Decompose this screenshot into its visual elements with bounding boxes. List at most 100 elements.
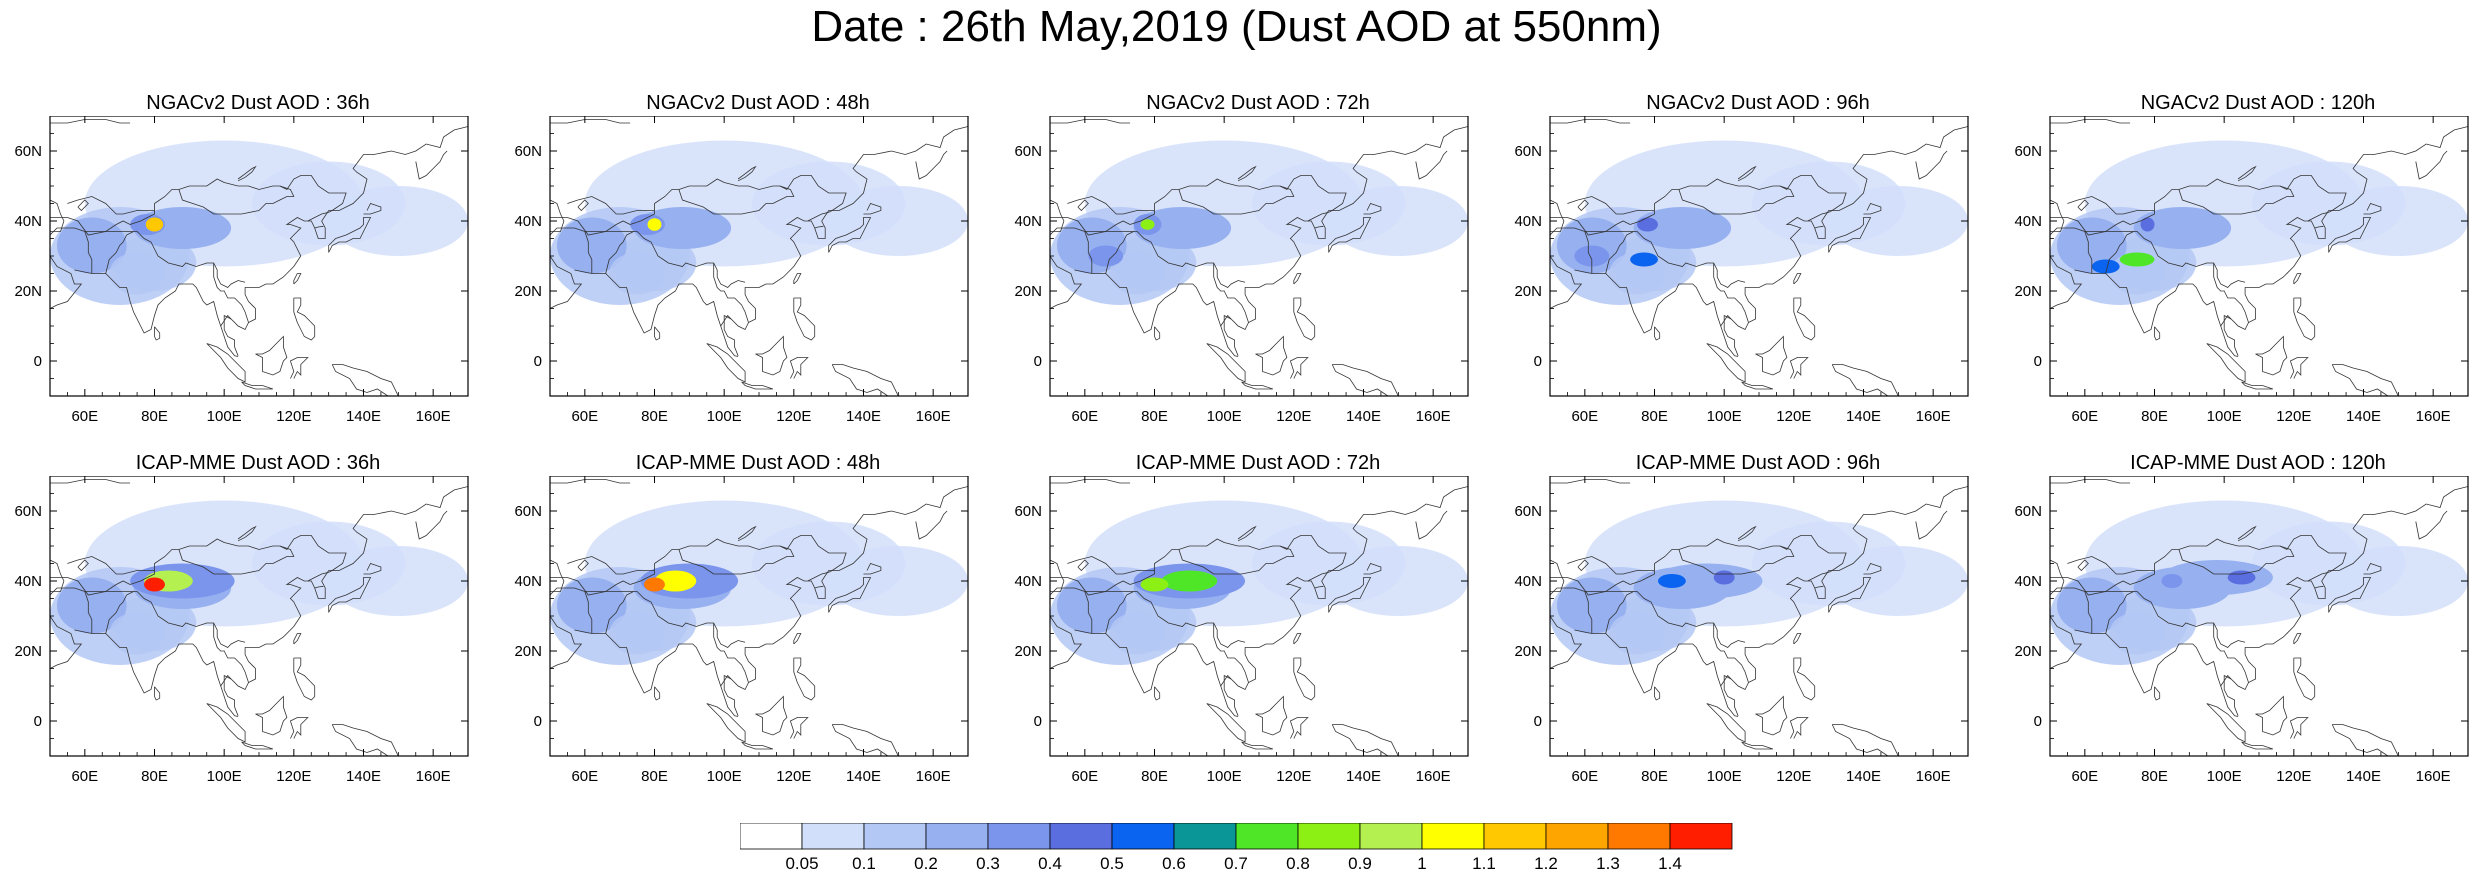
- coastline: [2363, 203, 2382, 215]
- map-plot: 60N 40N 20N 0 60E 80E 100E 120E 140E 160E: [514, 476, 969, 785]
- x-tick-label: 80E: [141, 408, 168, 425]
- coastline: [2328, 577, 2372, 613]
- dust-aod-field: [50, 476, 468, 756]
- coastline: [50, 615, 83, 669]
- x-tick-label: 140E: [346, 768, 381, 785]
- coastline: [1807, 211, 1829, 222]
- y-tick-label: 0: [1534, 713, 1542, 730]
- aod-contour: [828, 186, 968, 256]
- x-tick-label: 140E: [2346, 768, 2381, 785]
- dust-aod-field: [550, 476, 968, 756]
- coastline: [289, 717, 309, 739]
- coastline: [293, 297, 316, 341]
- x-tick-label: 160E: [2416, 408, 2451, 425]
- coastline: [1713, 623, 1749, 683]
- coastline: [828, 217, 872, 253]
- aod-contour: [1713, 570, 1735, 585]
- coastline: [206, 343, 246, 383]
- coastline: [2067, 556, 2155, 575]
- map-plot: 60N 40N 20N 0 60E 80E 100E 120E 140E 160E: [14, 116, 469, 425]
- coastline: [713, 263, 749, 323]
- coastline: [1050, 577, 1131, 596]
- coastline: [50, 227, 85, 236]
- coastline: [50, 217, 131, 236]
- aod-contour: [1328, 546, 1468, 616]
- coastline: [1067, 556, 1155, 575]
- dust-aod-field: [1050, 116, 1468, 396]
- y-tick-label: 20N: [14, 283, 42, 300]
- aod-contour: [2328, 546, 2468, 616]
- y-tick-label: 60N: [1514, 143, 1542, 160]
- coastline: [1574, 269, 1739, 357]
- coastline: [1915, 150, 1948, 180]
- coastline: [629, 535, 847, 585]
- coastline: [720, 674, 732, 687]
- coastline: [178, 545, 295, 575]
- x-tick-label: 100E: [1207, 768, 1242, 785]
- coastline: [154, 326, 161, 341]
- coastline: [1741, 741, 1774, 750]
- coastline: [289, 357, 309, 379]
- coastline: [1577, 199, 1589, 212]
- aod-contour: [1828, 186, 1968, 256]
- coastline: [584, 591, 746, 648]
- aod-contour: [2328, 186, 2468, 256]
- coastline: [255, 695, 288, 736]
- coastline: [1706, 343, 1746, 383]
- coastline: [1814, 225, 1824, 229]
- coastline: [706, 703, 746, 743]
- coastline: [2255, 695, 2288, 736]
- coastline: [2293, 273, 2302, 285]
- coastline: [363, 203, 382, 215]
- aod-contour: [1161, 570, 1218, 592]
- coastline: [1831, 364, 1899, 396]
- coastline: [2074, 269, 2239, 357]
- x-tick-label: 60E: [71, 768, 98, 785]
- coastline: [1084, 231, 1093, 274]
- colorbar-label: 1.2: [1534, 854, 1558, 873]
- coastline: [1793, 297, 1816, 341]
- coastline: [1723, 126, 1968, 356]
- coastline: [415, 150, 448, 180]
- coastline: [2415, 150, 2448, 180]
- coastline: [105, 231, 134, 274]
- coastline: [2105, 591, 2134, 634]
- coastline: [220, 674, 232, 687]
- aod-contour: [144, 577, 165, 592]
- y-tick-label: 40N: [1014, 573, 1042, 590]
- coastline: [915, 510, 948, 540]
- coastline: [789, 357, 809, 379]
- coastline: [50, 577, 131, 596]
- x-tick-label: 60E: [1571, 408, 1598, 425]
- y-tick-label: 60N: [14, 143, 42, 160]
- coastline: [831, 364, 899, 396]
- dust-aod-field: [2050, 116, 2468, 396]
- map-panel: ICAP-MME Dust AOD : 72h 60N 40N 20N 0 60E 80E 1…: [1000, 452, 1470, 812]
- coastline: [1328, 217, 1372, 253]
- coastline: [314, 225, 324, 229]
- coastline: [1720, 314, 1732, 327]
- coastline: [1289, 717, 1309, 739]
- y-tick-label: 0: [34, 353, 42, 370]
- coastline: [2255, 335, 2288, 376]
- x-tick-label: 160E: [916, 408, 951, 425]
- y-tick-label: 60N: [1014, 503, 1042, 520]
- aod-contour: [2161, 574, 2183, 588]
- x-tick-label: 160E: [916, 768, 951, 785]
- coastline: [577, 559, 589, 572]
- map-panel: NGACv2 Dust AOD : 120h 60N 40N 20N 0 60E 80E 10…: [2000, 92, 2470, 452]
- y-tick-label: 40N: [1514, 213, 1542, 230]
- coastline: [2084, 591, 2246, 648]
- coastline: [1741, 381, 1774, 390]
- coastline: [50, 255, 83, 309]
- coastline: [154, 686, 161, 701]
- coastline: [1584, 231, 1593, 274]
- aod-contour: [1651, 563, 1763, 599]
- panel-title: NGACv2 Dust AOD : 96h: [1646, 92, 1870, 114]
- coastline: [2241, 381, 2274, 390]
- y-tick-label: 20N: [2014, 283, 2042, 300]
- aod-contour: [1637, 217, 1658, 232]
- aod-contour: [828, 546, 968, 616]
- coastline: [1550, 217, 1631, 236]
